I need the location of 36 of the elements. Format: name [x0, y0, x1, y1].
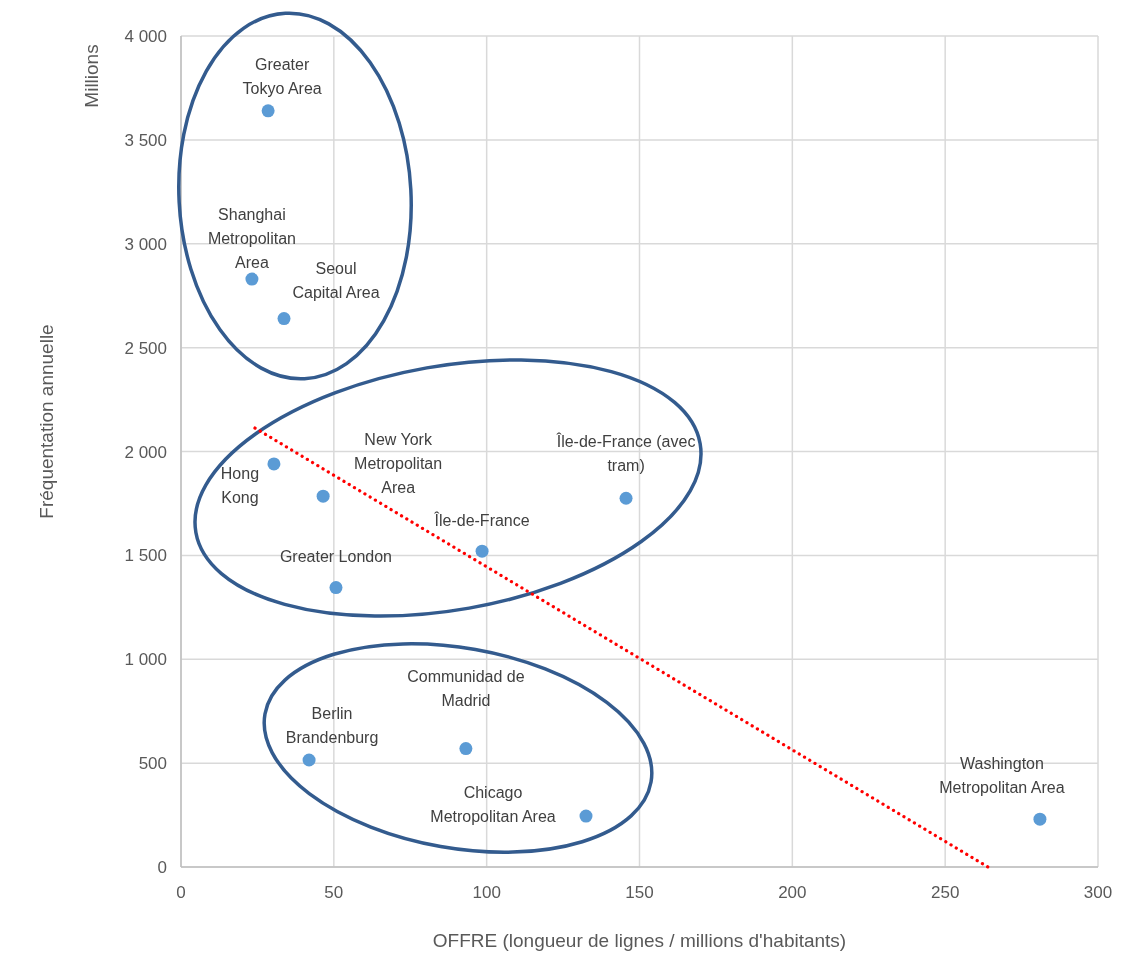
x-tick-label: 50 [324, 883, 344, 902]
point [277, 312, 291, 326]
annotation: Île-de-France [433, 511, 530, 530]
y-tick-label: 0 [157, 858, 167, 877]
y-tick-label: 4 000 [124, 27, 167, 46]
y-axis-title: Fréquentation annuelle [36, 324, 57, 519]
annotation: Hong Kong [220, 464, 260, 506]
x-axis-title: OFFRE (longueur de lignes / millions d'habitants) [432, 930, 847, 951]
point [261, 104, 275, 118]
annotation: Washington Metropolitan Area [939, 755, 1065, 797]
annotation: New York Metropolitan Area [354, 431, 443, 497]
y-tick-label: 1 500 [124, 546, 167, 566]
y-tick-label: 2 500 [124, 338, 167, 358]
x-tick-label: 250 [930, 883, 960, 902]
annotation: Berlin Brandenburg [285, 705, 379, 747]
y-tick-label: 500 [138, 754, 167, 774]
x-tick-label: 200 [778, 883, 807, 902]
y-tick-label: 1 000 [124, 650, 167, 670]
y-tick-label: 3 500 [124, 130, 167, 150]
point [459, 742, 473, 756]
x-tick-label: 300 [1083, 883, 1113, 902]
annotation: Île-de-France (avec tram) [555, 432, 696, 475]
point [302, 753, 316, 767]
annotation: Greater Tokyo Area [242, 55, 322, 97]
y-tick-label: 2 000 [124, 442, 167, 462]
x-tick-label: 0 [176, 883, 186, 902]
point [579, 809, 593, 823]
x-tick-label: 100 [472, 883, 501, 902]
point [1033, 812, 1047, 826]
annotation: Communidad de Madrid [407, 667, 525, 709]
y-tick-label: 3 000 [124, 234, 167, 254]
point [245, 272, 259, 286]
text: Millions [81, 44, 102, 108]
annotation: Greater London [279, 547, 393, 565]
annotation: Chicago Metropolitan Area [430, 784, 556, 826]
x-tick-label: 150 [625, 883, 654, 902]
